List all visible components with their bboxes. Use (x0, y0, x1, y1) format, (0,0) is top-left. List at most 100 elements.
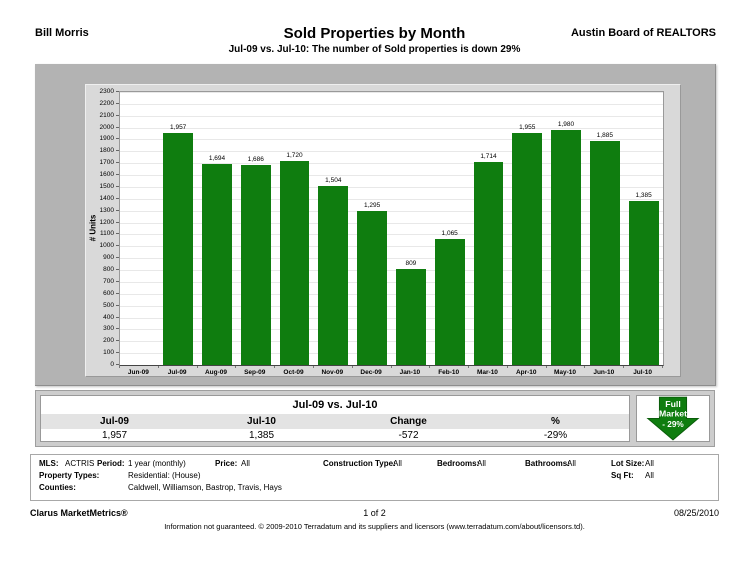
market-badge-line1: Full (665, 399, 680, 409)
gridline (120, 163, 663, 165)
gridline (120, 281, 663, 283)
gridline (120, 222, 663, 224)
gridline (120, 317, 663, 319)
y-tick-label: 2100 (99, 111, 114, 119)
price-value: All (241, 459, 250, 468)
x-tick-label: Nov-09 (321, 369, 344, 376)
market-badge-line2: Market (659, 409, 687, 419)
brand-name: Clarus MarketMetrics® (30, 508, 128, 518)
gridline (120, 139, 663, 141)
gridline (120, 329, 663, 331)
y-tick-mark (116, 150, 119, 152)
y-tick-label: 300 (103, 325, 114, 333)
summary-value-row: 1,957 1,385 -572 -29% (41, 429, 629, 441)
x-tick-mark (468, 366, 470, 368)
y-tick-mark (116, 185, 119, 187)
y-tick-mark (116, 352, 119, 354)
y-tick-label: 1300 (99, 206, 114, 214)
y-axis-title: # Units (86, 91, 99, 364)
bar (395, 268, 426, 365)
summary-value-jul10: 1,385 (248, 429, 275, 441)
disclaimer-text: Information not guaranteed. © 2009-2010 … (164, 522, 585, 531)
bar (589, 141, 620, 365)
y-tick-label: 0 (110, 361, 114, 368)
gridline (120, 234, 663, 236)
gridline (120, 246, 663, 248)
x-axis: Jun-09 Jul-09 Aug-09 Sep-09 Oct-09 Nov-09 Dec-… (119, 366, 664, 378)
x-tick-mark (351, 366, 353, 368)
gridline (120, 198, 663, 200)
y-tick-label: 1600 (99, 171, 114, 179)
bar-value-label: 1,686 (247, 155, 264, 163)
y-tick-label: 600 (103, 289, 114, 297)
y-tick-mark (116, 102, 119, 104)
chart-inner-panel: # Units 0 100 200 300 400 500 600 700 800 900 1000… (85, 84, 681, 377)
lot-size-label: Lot Size: (611, 459, 645, 468)
y-tick-mark (116, 91, 119, 92)
bar (628, 200, 659, 365)
sq-ft-label: Sq Ft: (611, 471, 634, 480)
gridline (120, 103, 663, 105)
gridline (120, 127, 663, 129)
y-tick-label: 2200 (99, 99, 114, 107)
y-tick-mark (116, 316, 119, 318)
gridline (120, 151, 663, 153)
summary-table-title: Jul-09 vs. Jul-10 (292, 399, 378, 411)
criteria-panel: MLS: ACTRIS Period: 1 year (monthly) Pri… (30, 454, 719, 501)
y-tick-mark (116, 257, 119, 259)
y-tick-label: 700 (103, 277, 114, 285)
x-tick-mark (196, 366, 198, 368)
market-arrow-icon: Full Market - 29% (646, 396, 700, 441)
gridline (120, 270, 663, 272)
price-label: Price: (215, 459, 238, 468)
gridline (120, 175, 663, 177)
x-tick-mark (235, 366, 237, 368)
period-label: Period: (97, 459, 125, 468)
construction-value: All (393, 459, 402, 468)
y-tick-mark (116, 197, 119, 199)
page-title: Sold Properties by Month (283, 25, 466, 42)
y-tick-mark (116, 114, 119, 116)
x-tick-mark (312, 366, 314, 368)
bar-value-label: 1,714 (480, 152, 497, 160)
y-tick-label: 1900 (99, 135, 114, 143)
gridline (120, 341, 663, 343)
x-tick-label: Jun-09 (127, 369, 149, 376)
bar (551, 129, 581, 365)
summary-header-row: Jul-09 Jul-10 Change % (41, 414, 629, 429)
y-axis: 0 100 200 300 400 500 600 700 800 900 1000 1100 1200… (99, 88, 119, 368)
x-tick-label: Apr-10 (515, 369, 537, 376)
bar (512, 132, 543, 365)
summary-strip: Jul-09 vs. Jul-10 Jul-09 Jul-10 Change %… (35, 390, 715, 447)
y-tick-mark (116, 328, 119, 330)
bar (318, 186, 349, 365)
y-tick-label: 100 (103, 349, 114, 357)
report-date: 08/25/2010 (673, 508, 719, 518)
y-tick-mark (116, 340, 119, 342)
x-tick-mark (584, 366, 586, 368)
property-types-value: Residential: (House) (128, 471, 201, 480)
y-tick-label: 1800 (99, 147, 114, 155)
sq-ft-value: All (645, 471, 654, 480)
bedrooms-value: All (477, 459, 486, 468)
x-tick-label: Aug-09 (204, 369, 227, 376)
y-tick-label: 400 (103, 313, 114, 321)
summary-header-pct: % (551, 416, 560, 427)
bar-value-label: 1,885 (596, 132, 613, 140)
bathrooms-value: All (567, 459, 576, 468)
bar-value-label: 1,504 (325, 177, 342, 185)
x-tick-label: Jul-10 (633, 369, 652, 376)
x-tick-label: Oct-09 (283, 369, 304, 376)
market-arrow-shape (646, 396, 700, 441)
bar (240, 164, 271, 365)
y-tick-mark (116, 138, 119, 140)
x-tick-mark (545, 366, 547, 368)
bar-value-label: 809 (405, 259, 417, 267)
gridline (120, 186, 663, 188)
x-tick-mark (274, 366, 276, 368)
page-number: 1 of 2 (363, 508, 386, 518)
plot-area: 1,957 1,694 1,686 1,720 1,504 1,295 809 1,065 1,… (119, 91, 664, 366)
y-tick-label: 2000 (99, 123, 114, 131)
y-tick-label: 500 (103, 301, 114, 309)
x-tick-mark (429, 366, 431, 368)
